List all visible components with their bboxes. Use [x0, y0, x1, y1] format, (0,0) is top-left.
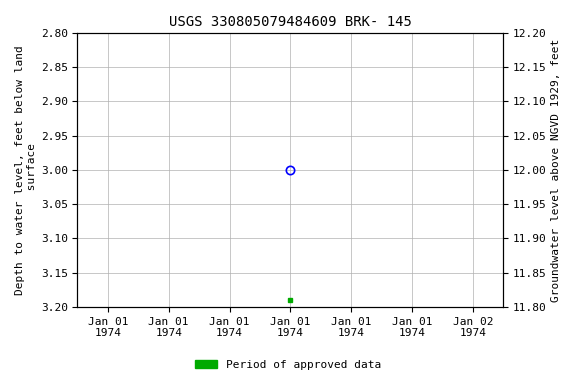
- Legend: Period of approved data: Period of approved data: [191, 356, 385, 375]
- Y-axis label: Groundwater level above NGVD 1929, feet: Groundwater level above NGVD 1929, feet: [551, 38, 561, 301]
- Y-axis label: Depth to water level, feet below land
 surface: Depth to water level, feet below land su…: [15, 45, 37, 295]
- Title: USGS 330805079484609 BRK- 145: USGS 330805079484609 BRK- 145: [169, 15, 412, 29]
